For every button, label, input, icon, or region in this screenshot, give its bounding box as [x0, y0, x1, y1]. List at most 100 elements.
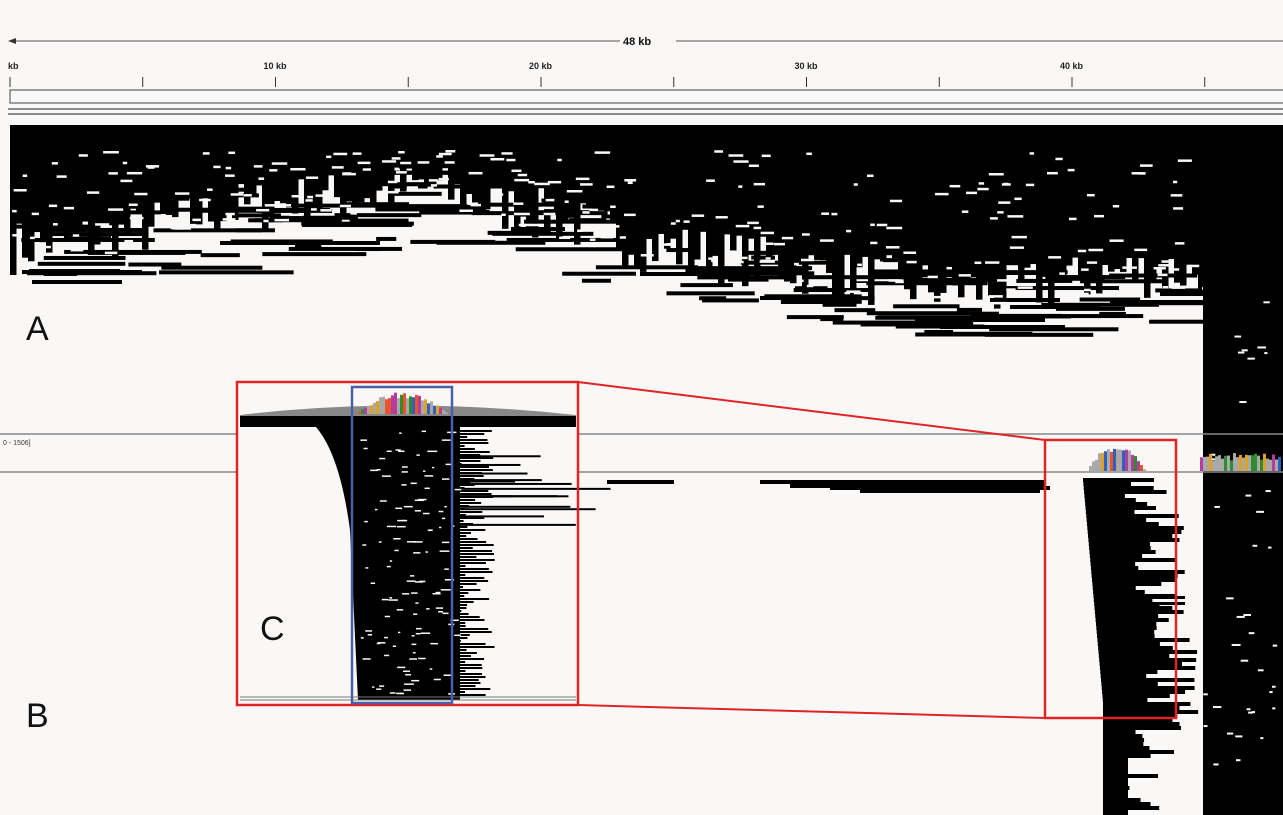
read-gap: [1214, 505, 1220, 508]
read-gap: [386, 190, 399, 194]
read: [893, 304, 960, 309]
inset-read-gap: [403, 505, 413, 508]
read-gap: [759, 260, 775, 263]
read-gap: [213, 165, 221, 169]
read: [820, 299, 862, 304]
alignment-track-b[interactable]: [607, 448, 1281, 815]
read: [764, 168, 799, 173]
read-column: [1024, 140, 1031, 268]
read-gap: [866, 174, 874, 178]
read: [300, 163, 365, 168]
read-gap: [606, 185, 615, 189]
coverage-bar: [1251, 455, 1254, 471]
inset-coverage-bar: [409, 396, 412, 414]
read: [1094, 602, 1160, 606]
read-column: [1126, 140, 1133, 259]
read-column: [1000, 140, 1007, 303]
read-gap: [225, 212, 235, 216]
read: [924, 329, 954, 334]
inset-read-gap: [379, 685, 385, 687]
read: [1101, 686, 1195, 690]
read-gap: [264, 204, 277, 207]
read-gap: [757, 205, 764, 208]
read: [1079, 279, 1165, 284]
inset-frame: [235, 380, 580, 707]
read-gap: [277, 204, 292, 207]
inset-read-gap: [395, 449, 401, 451]
read-gap: [78, 154, 88, 157]
read: [803, 241, 928, 246]
read: [1103, 774, 1158, 778]
read-gap: [263, 219, 269, 223]
read-gap: [821, 212, 830, 215]
inset-read-gap: [444, 568, 449, 570]
read: [931, 222, 1002, 227]
read-column: [904, 140, 911, 290]
inset-read: [455, 664, 482, 666]
inset-read-gap: [404, 683, 414, 685]
read-column: [70, 140, 77, 231]
read-column: [658, 140, 665, 234]
read-gap: [1239, 401, 1247, 404]
read-gap: [623, 213, 636, 217]
read-column: [34, 140, 41, 233]
inset-read-gap: [367, 634, 373, 636]
read-gap: [104, 251, 118, 255]
read-gap: [1001, 183, 1011, 186]
read-gap: [870, 241, 878, 245]
read: [1085, 502, 1148, 506]
chromosome-ideogram[interactable]: [9, 89, 1283, 104]
read-column: [184, 140, 191, 196]
read: [386, 204, 476, 209]
read-column: [1084, 140, 1091, 295]
read-column: [466, 140, 473, 194]
inset-read: [455, 544, 494, 546]
read-gap: [557, 158, 562, 162]
read-gap: [1086, 261, 1098, 264]
read: [269, 215, 358, 220]
inset-read: [455, 637, 468, 639]
read-gap: [352, 152, 362, 155]
alignment-track-a[interactable]: [10, 125, 1283, 815]
read-gap: [1246, 708, 1251, 711]
read-column: [892, 140, 899, 259]
read: [978, 208, 1054, 213]
read-column: [598, 140, 605, 211]
read-gap: [627, 181, 633, 185]
inset-read-gap: [397, 631, 401, 634]
inset-read: [455, 493, 492, 495]
inset-read: [455, 682, 481, 684]
inset-read-gap: [386, 565, 391, 568]
read: [1098, 646, 1173, 650]
read-gap: [958, 274, 971, 277]
inset-read-gap: [399, 432, 402, 434]
inset-read-gap: [444, 505, 447, 508]
read-gap: [511, 169, 522, 173]
read-column: [952, 140, 959, 286]
inset-coverage-bar: [373, 402, 376, 414]
inset-coverage-bar: [391, 395, 394, 414]
inset-read-gap: [427, 450, 438, 453]
read: [1103, 702, 1191, 706]
read-gap: [243, 194, 252, 197]
read-column: [172, 140, 179, 218]
read-gap: [122, 161, 128, 165]
read-gap: [1158, 264, 1174, 267]
read: [666, 291, 755, 296]
read: [340, 202, 410, 207]
read-gap: [291, 194, 299, 198]
read: [254, 218, 326, 223]
read-gap: [1265, 490, 1271, 493]
read: [595, 265, 699, 270]
read-gap: [306, 176, 319, 179]
read-gap: [202, 152, 210, 155]
read-column: [796, 140, 803, 265]
read-gap: [600, 235, 614, 239]
read-column: [1108, 140, 1115, 272]
ruler-tick-label: 10 kb: [264, 61, 288, 71]
read-column: [1150, 140, 1157, 283]
coverage-bar: [1110, 451, 1113, 471]
read-gap: [258, 177, 265, 180]
read-gap: [1088, 248, 1104, 252]
coverage-bar: [1236, 457, 1239, 471]
